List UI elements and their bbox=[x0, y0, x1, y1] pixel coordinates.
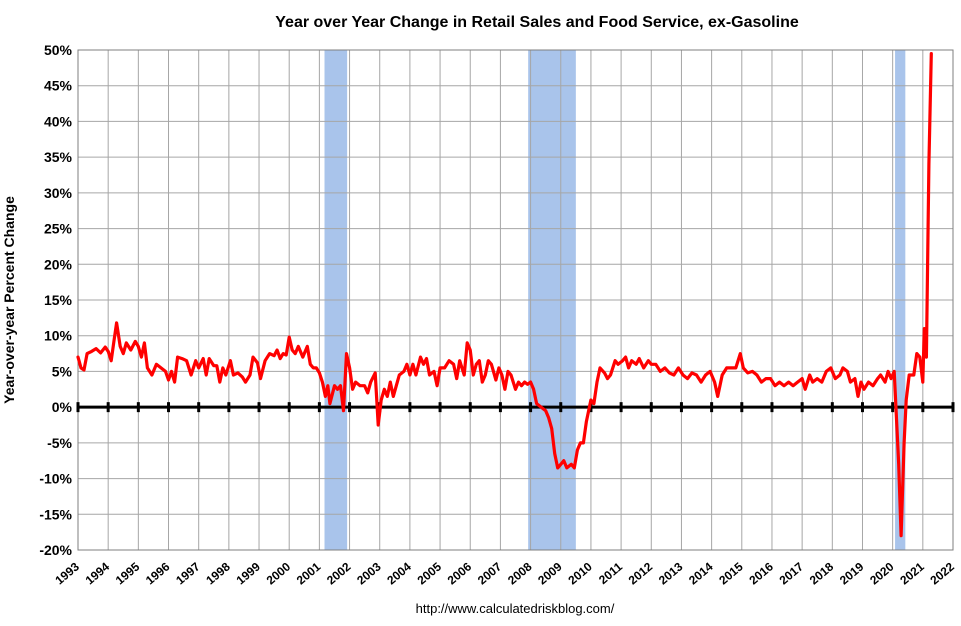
x-tick-label: 2006 bbox=[445, 559, 475, 587]
x-tick-label: 1997 bbox=[173, 559, 203, 587]
grid bbox=[77, 49, 954, 551]
y-tick-label: 25% bbox=[44, 221, 73, 237]
series-line bbox=[76, 52, 933, 538]
y-tick-label: 5% bbox=[52, 363, 73, 379]
x-tick-label: 1993 bbox=[52, 559, 82, 587]
x-tick-label: 1995 bbox=[113, 559, 143, 587]
x-tick-label: 2012 bbox=[626, 559, 656, 587]
y-tick-label: 10% bbox=[44, 328, 73, 344]
y-tick-label: 15% bbox=[44, 292, 73, 308]
x-tick-label: 2007 bbox=[475, 559, 505, 587]
y-tick-label: 40% bbox=[44, 113, 73, 129]
x-tick-label: 2011 bbox=[596, 559, 625, 587]
x-tick-label: 2020 bbox=[867, 559, 897, 587]
x-tick-label: 2018 bbox=[807, 559, 837, 587]
x-tick-label: 2004 bbox=[384, 559, 414, 587]
y-tick-labels: 50% 45% 40% 35% 30% 25% 20% 15% 10% 5% 0% -5% -10% -1… bbox=[39, 42, 72, 558]
x-tick-label: 2008 bbox=[505, 559, 535, 587]
y-tick-label: -5% bbox=[47, 435, 72, 451]
x-tick-label: 1994 bbox=[83, 559, 113, 587]
y-tick-label: 20% bbox=[44, 256, 73, 272]
plot-border bbox=[77, 49, 954, 551]
y-tick-label: -10% bbox=[39, 471, 72, 487]
y-tick-label: 0% bbox=[52, 399, 73, 415]
x-tick-label: 2000 bbox=[264, 559, 294, 587]
x-tick-label: 2022 bbox=[927, 559, 957, 587]
chart-title: Year over Year Change in Retail Sales an… bbox=[275, 14, 799, 31]
x-tick-label: 2002 bbox=[324, 559, 354, 587]
x-tick-label: 1998 bbox=[203, 559, 233, 587]
y-tick-label: 30% bbox=[44, 185, 73, 201]
x-tick-label: 2015 bbox=[716, 559, 746, 587]
x-tick-labels: 1993 1994 1995 1996 1997 1998 1999 2000 2001 2002… bbox=[52, 559, 957, 587]
x-tick-label: 1999 bbox=[234, 559, 264, 587]
y-tick-label: 35% bbox=[44, 149, 73, 165]
x-tick-label: 2016 bbox=[746, 559, 776, 587]
x-tick-label: 2003 bbox=[354, 559, 384, 587]
y-tick-label: -15% bbox=[39, 506, 72, 522]
x-tick-label: 1996 bbox=[143, 559, 173, 587]
x-tick-label: 2019 bbox=[837, 559, 867, 587]
x-tick-label: 2010 bbox=[565, 559, 595, 587]
x-tick-label: 2009 bbox=[535, 559, 565, 587]
x-tick-label: 2005 bbox=[415, 559, 445, 587]
y-axis-label: Year-over-year Percent Change bbox=[1, 196, 17, 404]
y-tick-label: 50% bbox=[44, 42, 73, 58]
x-tick-label: 2017 bbox=[777, 559, 807, 587]
y-tick-label: -20% bbox=[39, 542, 72, 558]
x-tick-label: 2014 bbox=[686, 559, 716, 587]
x-tick-label: 2013 bbox=[656, 559, 686, 587]
source-url: http://www.calculatedriskblog.com/ bbox=[416, 601, 615, 616]
zero-line bbox=[76, 402, 955, 413]
y-tick-label: 45% bbox=[44, 78, 73, 94]
x-tick-label: 2021 bbox=[897, 559, 927, 587]
x-tick-label: 2001 bbox=[294, 559, 324, 587]
